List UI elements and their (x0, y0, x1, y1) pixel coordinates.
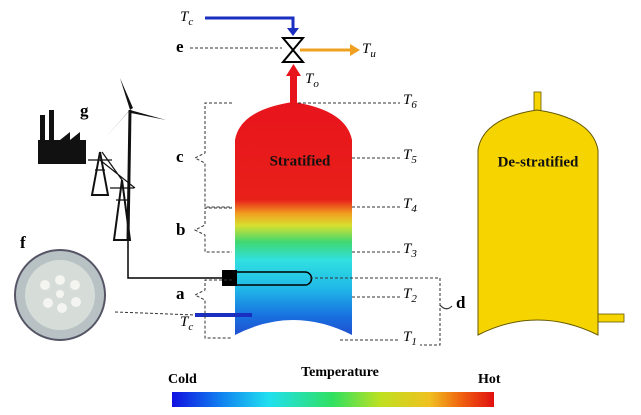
letter-g: g (80, 101, 89, 120)
tank-label: Stratified (270, 153, 331, 169)
sensor-label: T3 (403, 241, 417, 259)
sensor-label: T6 (403, 92, 417, 110)
cold-inlet-label: Tc (180, 314, 193, 332)
sensor-label: T5 (403, 147, 417, 165)
colorbar-low: Cold (168, 372, 197, 387)
stratified-tank (235, 102, 352, 335)
zone-label: a (176, 284, 185, 303)
zone-label: c (176, 147, 184, 166)
zone-label: b (176, 220, 185, 239)
tank-out-label: To (305, 71, 319, 89)
diagram: Tc Tu e To Stratified d Tc T6T5T4T3T2T1 … (0, 0, 641, 410)
inlet-label: Tc (180, 9, 193, 27)
sensor-label: T2 (403, 286, 417, 304)
letter-e: e (176, 37, 184, 56)
photo: f (15, 233, 105, 340)
letter-d: d (456, 293, 466, 312)
destratified-tank: De-stratified (478, 92, 624, 335)
outlet-label: Tu (362, 41, 376, 59)
letter-f: f (20, 233, 26, 252)
colorbar (172, 392, 494, 407)
power-source: g (38, 78, 166, 240)
sensor-label: T1 (403, 329, 417, 347)
sensor-label: T4 (403, 196, 417, 214)
tank-label: De-stratified (498, 154, 579, 170)
valve: Tc Tu e To (176, 9, 376, 104)
colorbar-high: Hot (478, 372, 501, 387)
colorbar-title: Temperature (301, 365, 379, 380)
